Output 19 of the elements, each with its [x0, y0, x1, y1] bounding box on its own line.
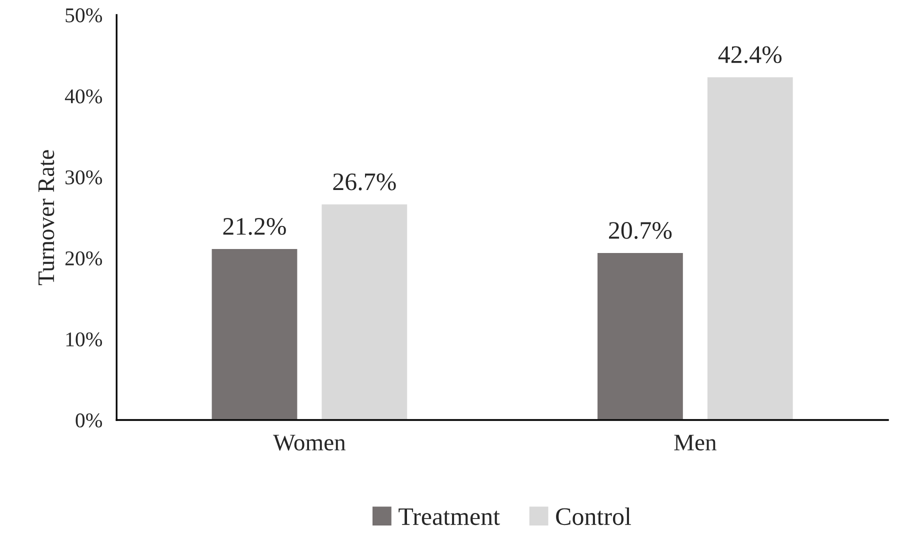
y-tick-label: 30% — [66, 170, 102, 184]
legend-label: Control — [556, 507, 631, 526]
bar — [320, 202, 409, 420]
y-axis-title: Turnover Rate — [38, 150, 54, 286]
bar — [596, 252, 684, 420]
data-label: 42.4% — [718, 46, 782, 64]
legend-label: Treatment — [398, 508, 500, 526]
data-label: 21.2% — [223, 218, 286, 235]
bar — [210, 248, 299, 420]
y-tick-label: 50% — [66, 8, 102, 22]
data-label: 26.7% — [333, 173, 396, 190]
y-tick-label: 10% — [66, 332, 102, 346]
bar — [706, 76, 794, 420]
x-tick-label: Men — [674, 434, 716, 451]
y-tick-label: 20% — [65, 251, 102, 266]
x-tick-label: Women — [273, 434, 346, 451]
y-tick-label: 40% — [64, 89, 102, 104]
data-label: 20.7% — [609, 222, 672, 239]
y-tick-label: 0% — [76, 413, 102, 428]
